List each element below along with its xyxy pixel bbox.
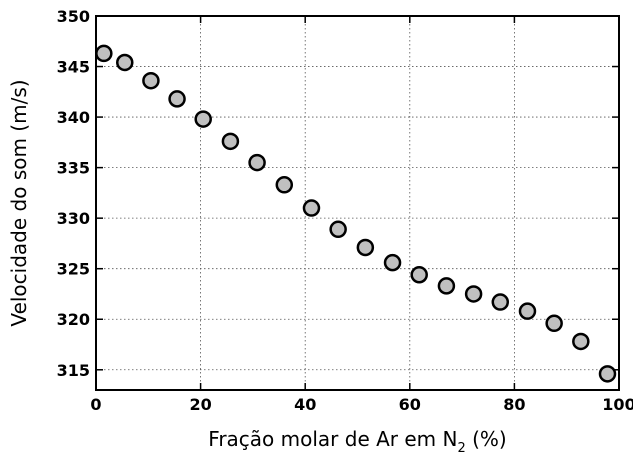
y-tick-label: 335	[57, 159, 90, 178]
data-point	[116, 53, 134, 72]
data-point	[221, 132, 240, 151]
data-point	[383, 253, 402, 272]
data-point	[194, 110, 212, 128]
x-axis-title: Fração molar de Ar em N2 (%)	[208, 427, 506, 456]
data-point	[598, 365, 617, 383]
x-tick-label: 60	[399, 395, 421, 414]
y-tick-label: 325	[57, 260, 90, 279]
data-point	[545, 314, 563, 333]
x-axis-title-main: Fração molar de Ar em N	[208, 427, 457, 451]
y-tick-label: 315	[57, 361, 90, 380]
data-point	[356, 238, 375, 257]
data-point	[329, 220, 347, 239]
data-point	[491, 293, 510, 311]
data-point	[142, 71, 160, 90]
x-tick-label: 100	[602, 395, 633, 414]
x-tick-label: 20	[189, 395, 211, 414]
x-tick-label: 80	[503, 395, 525, 414]
grid-lines	[96, 16, 619, 390]
y-axis-title: Velocidade do som (m/s)	[7, 79, 31, 326]
x-axis-title-subscript: 2	[457, 441, 465, 456]
data-point	[572, 332, 590, 351]
data-points	[95, 44, 617, 383]
data-point	[410, 266, 428, 284]
data-point	[248, 153, 266, 172]
data-point	[168, 90, 186, 108]
data-point	[275, 176, 294, 194]
y-tick-label: 350	[57, 7, 90, 26]
data-point	[437, 277, 456, 295]
data-point	[302, 199, 321, 217]
axis-ticks: 0 20 40 60 80 100 315 320 325 330 335 340 345 350	[57, 7, 633, 414]
y-tick-label: 330	[57, 209, 90, 228]
y-tick-label: 320	[57, 310, 90, 329]
x-axis-title-suffix: (%)	[466, 427, 507, 451]
x-tick-label: 40	[294, 395, 316, 414]
plot-frame	[95, 15, 620, 391]
data-point	[95, 44, 113, 63]
y-tick-label: 340	[57, 108, 90, 127]
x-tick-label: 0	[90, 395, 101, 414]
data-point	[464, 285, 483, 303]
data-point	[518, 302, 537, 320]
y-tick-label: 345	[57, 58, 90, 77]
